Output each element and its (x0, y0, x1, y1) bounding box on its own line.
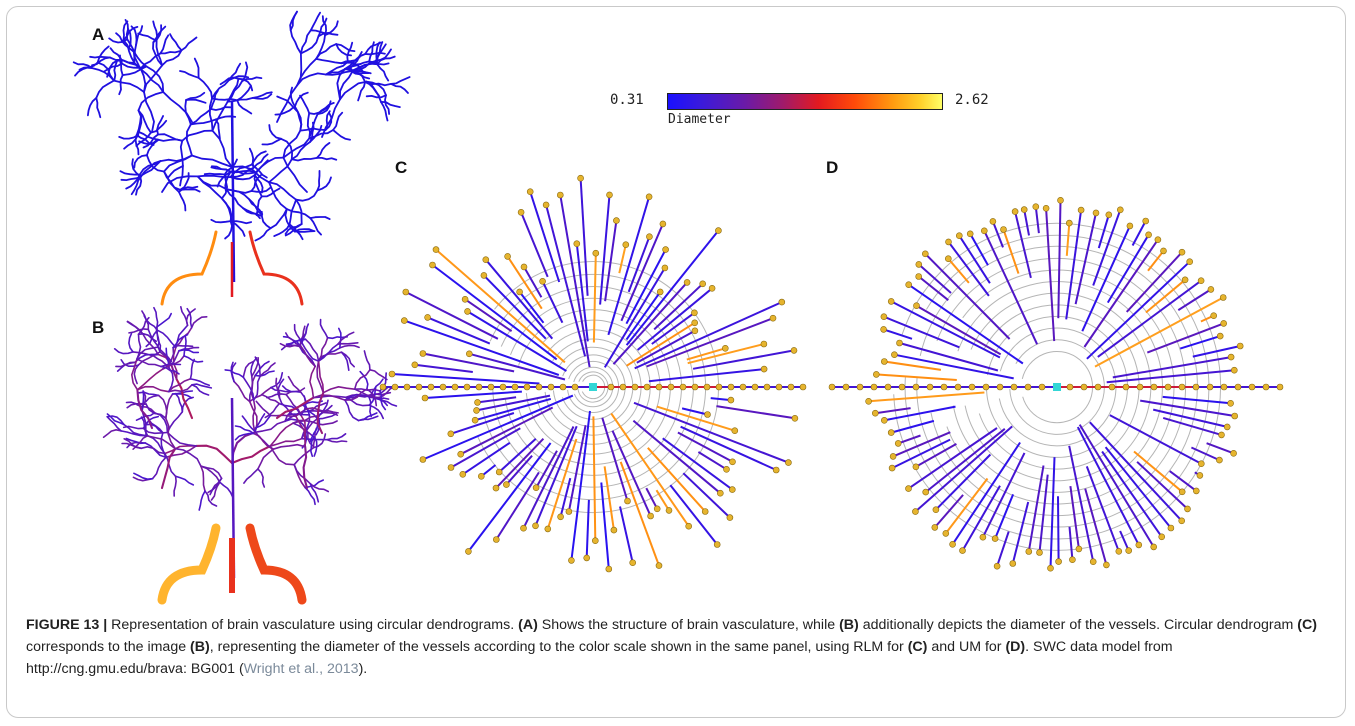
caption-ref-c: (C) (1297, 617, 1317, 633)
dendrogram-um (828, 197, 1284, 572)
caption-citation-link[interactable]: Wright et al., 2013 (243, 661, 359, 677)
caption-text-1: Representation of brain vasculature usin… (107, 617, 519, 633)
caption-text-2: Shows the structure of brain vasculature… (537, 617, 840, 633)
colorbar-title: Diameter (668, 112, 731, 127)
panel-label-b: B (92, 318, 105, 337)
panel-label-a: A (92, 25, 105, 44)
caption-ref-a: (A) (518, 617, 538, 633)
caption-text-5: , representing the diameter of the vesse… (209, 639, 908, 655)
colorbar-min-label: 0.31 (610, 92, 644, 108)
caption-text-6: and UM for (927, 639, 1006, 655)
caption-text-4: corresponds to the image (26, 639, 191, 655)
panel-label-c: C (395, 158, 408, 177)
caption-ref-c2: (C) (907, 639, 928, 655)
caption-figure-number: FIGURE 13 | (26, 617, 108, 633)
vasculature-diameter-render (102, 306, 398, 605)
colorbar-max-label: 2.62 (955, 92, 989, 108)
figure-frame (6, 6, 1346, 718)
caption-ref-b2: (B) (190, 639, 210, 655)
caption-text-3: additionally depicts the diameter of the… (858, 617, 1298, 633)
figure-caption: FIGURE 13 | Representation of brain vasc… (26, 614, 1326, 680)
diameter-colorbar (667, 93, 943, 110)
caption-text-7: . SWC data model from http://cng.gmu.edu… (26, 639, 1173, 677)
caption-text-8: ). (358, 661, 368, 677)
caption-ref-b: (B) (839, 617, 859, 633)
vasculature-render (72, 10, 411, 306)
caption-ref-d: (D) (1005, 639, 1026, 655)
dendrogram-rlm (379, 174, 807, 573)
panel-label-d: D (826, 158, 839, 177)
figure-artwork (72, 10, 1284, 605)
